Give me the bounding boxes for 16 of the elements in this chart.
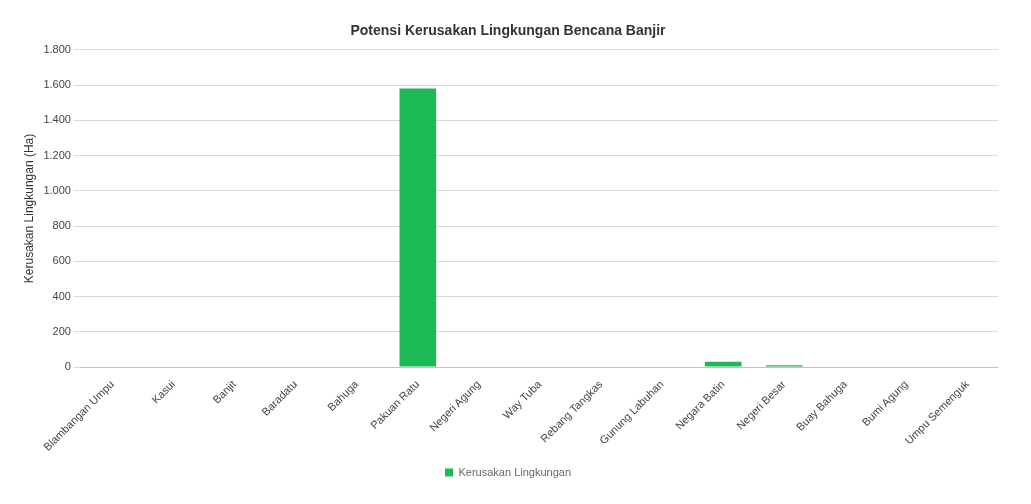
bar [399,88,437,367]
bar [704,361,742,367]
y-axis-title: Kerusakan Lingkungan (Ha) [21,133,36,284]
y-tick-label: 1.000 [43,183,71,196]
legend-label: Kerusakan Lingkungan [458,465,572,478]
chart-title: Potensi Kerusakan Lingkungan Bencana Banjir [350,22,667,39]
y-tick-label: 1.800 [43,42,71,55]
y-tick-label: 200 [52,324,71,337]
y-tick-label: 1.600 [43,78,71,91]
y-tick-label: 600 [52,254,71,267]
y-tick-label: 800 [52,219,71,232]
y-tick-label: 0 [64,360,71,373]
y-tick-label: 400 [52,289,71,302]
y-tick-label: 1.400 [43,113,71,126]
x-tick-label: Way Tuba [500,377,545,422]
y-tick-label: 1.200 [43,148,71,161]
